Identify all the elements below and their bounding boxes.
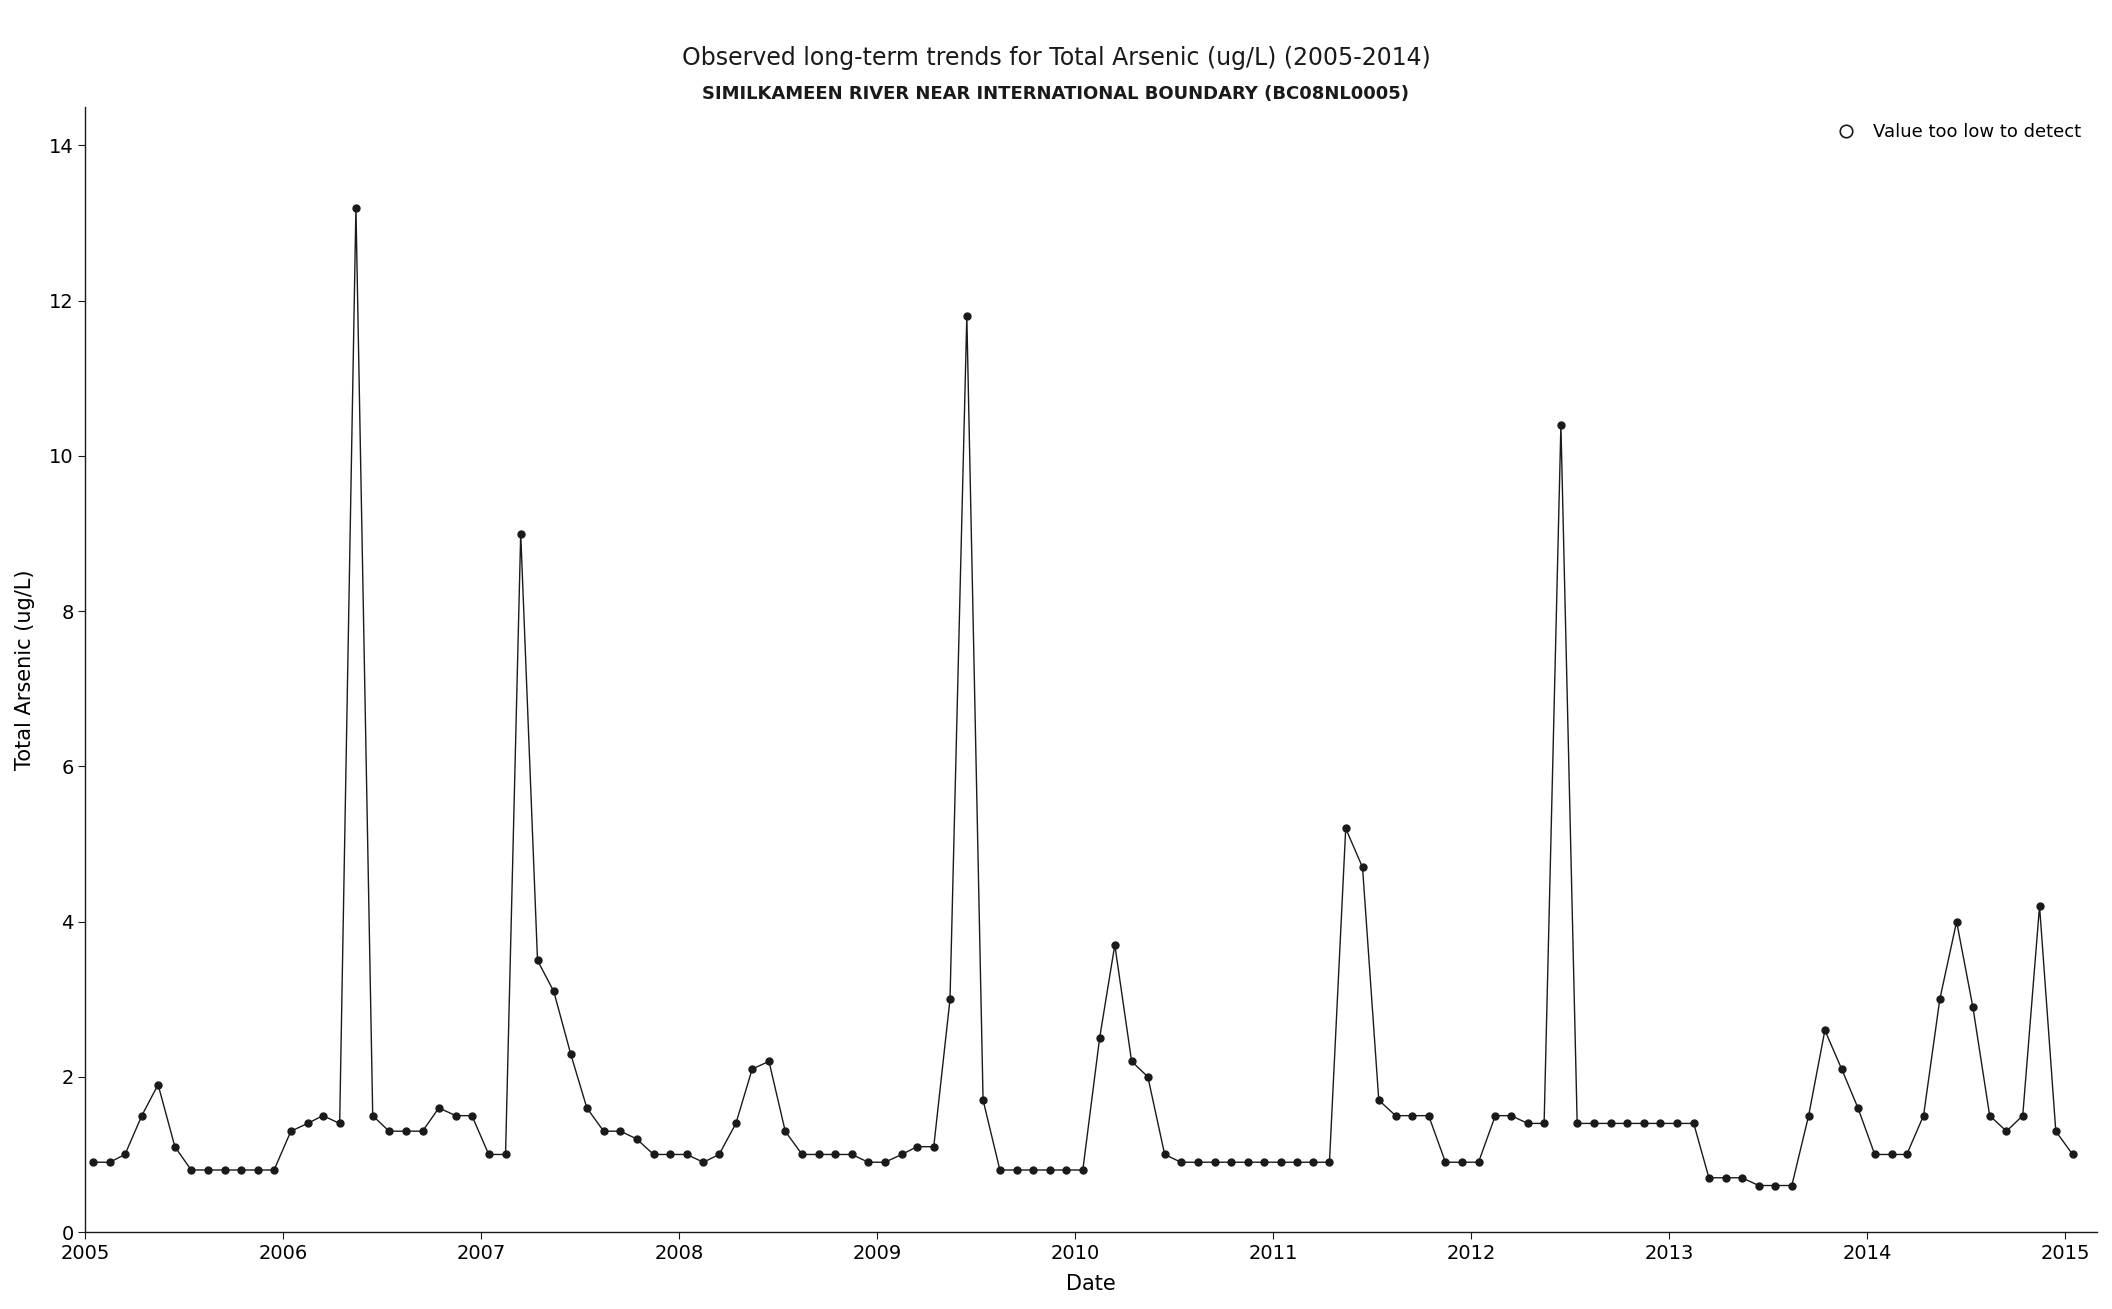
Text: Observed long-term trends for Total Arsenic (ug/L) (2005-2014): Observed long-term trends for Total Arse… (682, 46, 1430, 69)
Legend: Value too low to detect: Value too low to detect (1821, 115, 2089, 148)
Y-axis label: Total Arsenic (ug/L): Total Arsenic (ug/L) (15, 569, 36, 770)
Text: SIMILKAMEEN RIVER NEAR INTERNATIONAL BOUNDARY (BC08NL0005): SIMILKAMEEN RIVER NEAR INTERNATIONAL BOU… (703, 85, 1409, 103)
X-axis label: Date: Date (1067, 1274, 1115, 1295)
